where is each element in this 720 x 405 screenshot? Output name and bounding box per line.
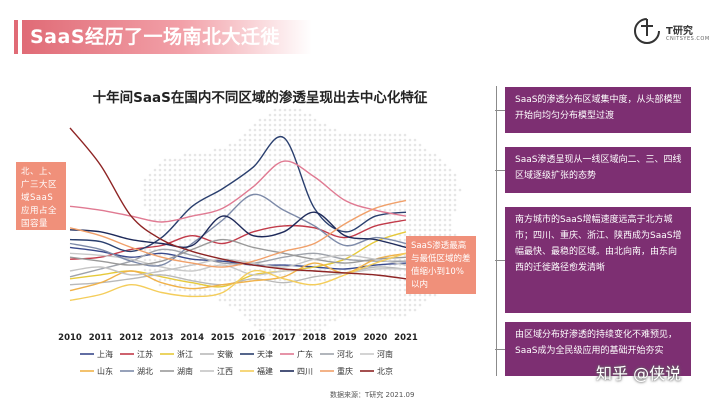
series-line-10	[69, 238, 407, 266]
page-title: SaaS经历了一场南北大迁徙	[30, 26, 281, 48]
insights-connector	[496, 86, 497, 376]
watermark: 知乎 @侠说	[596, 364, 682, 383]
logo-circle-icon	[634, 18, 660, 44]
x-tick-label: 2014	[180, 333, 204, 343]
legend-label: 山东	[97, 366, 113, 376]
logo-text: T研究	[666, 26, 693, 37]
x-tick-label: 2019	[333, 333, 357, 343]
insight-box-3: 南方城市的SaaS增幅速度远高于北方城市；四川、重庆、浙江、陕西成为SaaS增幅…	[495, 207, 691, 313]
legend-label: 四川	[297, 367, 313, 376]
title-accent-bar	[14, 20, 18, 54]
title-banner	[22, 20, 312, 54]
x-tick-label: 2021	[394, 333, 418, 343]
china-map-background	[143, 108, 462, 337]
insight-box-2: SaaS渗透呈现从一线区域向二、三、四线区域逐级扩张的态势	[495, 147, 691, 193]
legend-label: 江苏	[137, 349, 153, 359]
callout-left: 北、上、广三大区域SaaS应用占全国容量60%以上	[16, 162, 66, 242]
x-tick-label: 2017	[272, 333, 296, 343]
series-lines	[69, 127, 407, 302]
legend-label: 湖南	[177, 366, 193, 376]
series-line-5	[69, 160, 407, 223]
x-tick-label: 2015	[211, 333, 235, 343]
chart-title: 十年间SaaS在国内不同区域的渗透呈现出去中心化特征	[92, 90, 428, 106]
legend-label: 广东	[297, 349, 313, 359]
x-tick-label: 2020	[364, 333, 388, 343]
x-tick-label: 2010	[58, 333, 82, 343]
series-line-0	[69, 246, 407, 270]
x-axis-ticks: 2010 2011 2012 2013 2014 2015 2016 2017 2018 2019…	[58, 333, 418, 343]
series-line-14	[69, 199, 407, 268]
series-line-11	[69, 254, 407, 276]
insight-box-4: 由区域分布好渗透的持续变化不难预见，SaaS成为全民级应用的基础开始夯实	[495, 322, 691, 376]
x-tick-label: 2013	[150, 333, 174, 343]
legend-label: 河北	[337, 349, 353, 359]
x-tick-label: 2012	[119, 333, 143, 343]
series-line-13	[69, 211, 407, 249]
logo-subtext: CNITSYES.COM	[666, 36, 710, 42]
series-line-6	[69, 248, 407, 278]
series-line-12	[69, 252, 407, 302]
legend-label: 江西	[217, 367, 233, 376]
legend-label: 湖北	[137, 367, 153, 376]
legend-label: 安徽	[217, 349, 233, 359]
legend-label: 北京	[377, 366, 393, 376]
x-tick-label: 2016	[241, 333, 265, 343]
callout-right: SaaS渗透最高与最低区域的差值缩小到10%以内	[406, 236, 476, 294]
series-line-9	[69, 193, 407, 267]
x-tick-label: 2018	[303, 333, 327, 343]
insight-box-1: SaaS的渗透分布区域集中度，从头部模型开始向均匀分布模型过渡	[495, 87, 691, 133]
data-source: 数据来源：T研究 2021.09	[330, 391, 415, 399]
legend-label: 浙江	[177, 349, 193, 359]
series-line-15	[69, 127, 407, 280]
legend-label: 河南	[377, 349, 393, 359]
series-line-4	[69, 135, 407, 253]
legend-label: 重庆	[337, 366, 353, 376]
legend-label: 天津	[257, 349, 273, 359]
brand-logo: T研究 CNITSYES.COM	[624, 14, 714, 54]
legend-label: 福建	[257, 366, 273, 376]
x-tick-label: 2011	[89, 333, 113, 343]
legend-label: 上海	[97, 349, 113, 359]
